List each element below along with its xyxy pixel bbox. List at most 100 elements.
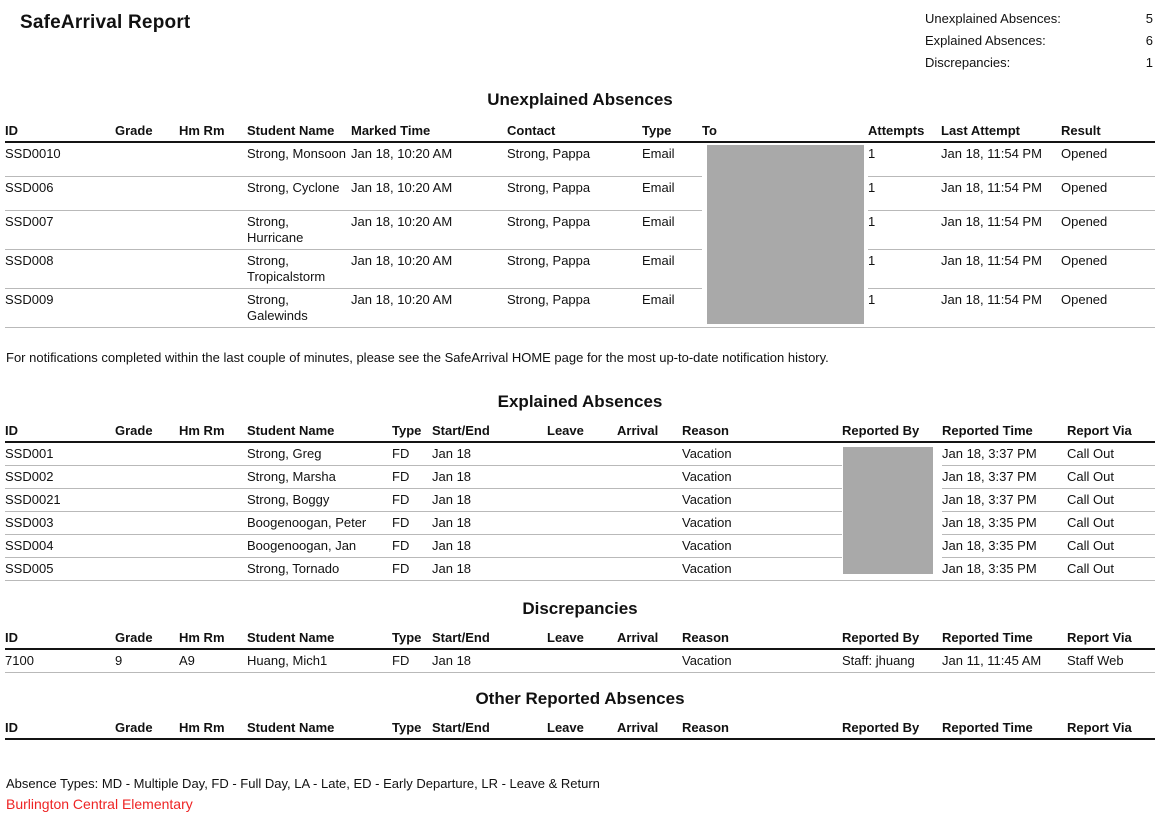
cell-leave bbox=[547, 488, 617, 512]
cell-start-end: Jan 18 bbox=[432, 557, 547, 581]
absence-types-legend: Absence Types: MD - Multiple Day, FD - F… bbox=[6, 775, 600, 791]
table-row: SSD006 Strong, Cyclone Jan 18, 10:20 AM … bbox=[5, 176, 1155, 211]
cell-grade bbox=[115, 488, 179, 512]
cell-hm-rm bbox=[179, 176, 247, 211]
cell-arrival bbox=[617, 488, 682, 512]
cell-type: Email bbox=[642, 210, 702, 250]
report-header: SafeArrival Report Unexplained Absences:… bbox=[5, 8, 1155, 74]
cell-hm-rm bbox=[179, 511, 247, 535]
col-to: To bbox=[702, 120, 868, 143]
cell-student-name: Boogenoogan, Jan bbox=[247, 534, 392, 558]
col-type: Type bbox=[642, 120, 702, 143]
cell-arrival bbox=[617, 648, 682, 673]
cell-report-via: Call Out bbox=[1067, 465, 1155, 489]
col-reason: Reason bbox=[682, 626, 842, 650]
section-title-unexplained: Unexplained Absences bbox=[487, 90, 673, 109]
unexplained-table: ID Grade Hm Rm Student Name Marked Time … bbox=[5, 120, 1155, 328]
table-row: SSD0021 Strong, Boggy FD Jan 18 Vacation… bbox=[5, 488, 1155, 512]
cell-student-name: Strong, Cyclone bbox=[247, 176, 351, 211]
redacted-to-column bbox=[702, 142, 868, 328]
col-marked-time: Marked Time bbox=[351, 120, 507, 143]
cell-id: SSD009 bbox=[5, 288, 115, 328]
page-title: SafeArrival Report bbox=[20, 12, 191, 33]
col-reported-by: Reported By bbox=[842, 626, 942, 650]
cell-reported-time: Jan 18, 3:35 PM bbox=[942, 534, 1067, 558]
cell-type: Email bbox=[642, 176, 702, 211]
col-start-end: Start/End bbox=[432, 716, 547, 740]
table-header-row: ID Grade Hm Rm Student Name Type Start/E… bbox=[5, 419, 1155, 443]
table-row: SSD001 Strong, Greg FD Jan 18 Vacation J… bbox=[5, 441, 1155, 581]
cell-attempts: 1 bbox=[868, 288, 941, 328]
cell-result: Opened bbox=[1061, 249, 1155, 289]
table-header-row: ID Grade Hm Rm Student Name Type Start/E… bbox=[5, 626, 1155, 650]
table-row: SSD004 Boogenoogan, Jan FD Jan 18 Vacati… bbox=[5, 534, 1155, 558]
cell-start-end: Jan 18 bbox=[432, 511, 547, 535]
explained-table: ID Grade Hm Rm Student Name Type Start/E… bbox=[5, 419, 1155, 581]
cell-arrival bbox=[617, 465, 682, 489]
cell-report-via: Call Out bbox=[1067, 488, 1155, 512]
summary-value: 6 bbox=[1145, 33, 1153, 48]
cell-grade bbox=[115, 288, 179, 328]
cell-student-name: Strong, Hurricane bbox=[247, 210, 351, 250]
table-header-row: ID Grade Hm Rm Student Name Marked Time … bbox=[5, 120, 1155, 143]
table-row: SSD0010 Strong, Monsoon Jan 18, 10:20 AM… bbox=[5, 142, 1155, 328]
page-number: Page 1 of 2 bbox=[546, 819, 615, 821]
cell-student-name: Strong, Boggy bbox=[247, 488, 392, 512]
cell-report-via: Call Out bbox=[1067, 557, 1155, 581]
cell-hm-rm bbox=[179, 142, 247, 177]
table-row: SSD005 Strong, Tornado FD Jan 18 Vacatio… bbox=[5, 557, 1155, 581]
col-leave: Leave bbox=[547, 626, 617, 650]
cell-marked-time: Jan 18, 10:20 AM bbox=[351, 176, 507, 211]
cell-attempts: 1 bbox=[868, 249, 941, 289]
col-grade: Grade bbox=[115, 419, 179, 443]
cell-id: SSD007 bbox=[5, 210, 115, 250]
cell-id: SSD008 bbox=[5, 249, 115, 289]
cell-grade bbox=[115, 465, 179, 489]
col-start-end: Start/End bbox=[432, 626, 547, 650]
cell-marked-time: Jan 18, 10:20 AM bbox=[351, 210, 507, 250]
cell-id: SSD003 bbox=[5, 511, 115, 535]
cell-arrival bbox=[617, 557, 682, 581]
summary-row-discrepancies: Discrepancies: 1 bbox=[925, 52, 1153, 74]
section-title-explained: Explained Absences bbox=[497, 391, 663, 411]
cell-leave bbox=[547, 441, 617, 466]
summary-row-unexplained: Unexplained Absences: 5 bbox=[925, 8, 1153, 30]
col-grade: Grade bbox=[115, 120, 179, 143]
cell-type: FD bbox=[392, 557, 432, 581]
redacted-reported-by-column bbox=[842, 441, 942, 581]
col-report-via: Report Via bbox=[1067, 716, 1155, 740]
col-grade: Grade bbox=[115, 626, 179, 650]
col-arrival: Arrival bbox=[617, 626, 682, 650]
cell-contact: Strong, Pappa bbox=[507, 210, 642, 250]
col-start-end: Start/End bbox=[432, 419, 547, 443]
cell-arrival bbox=[617, 441, 682, 466]
cell-type: FD bbox=[392, 465, 432, 489]
cell-leave bbox=[547, 511, 617, 535]
cell-reported-time: Jan 18, 3:35 PM bbox=[942, 557, 1067, 581]
cell-id: SSD005 bbox=[5, 557, 115, 581]
cell-reason: Vacation bbox=[682, 648, 842, 673]
summary-value: 5 bbox=[1145, 11, 1153, 26]
table-row: 7100 9 A9 Huang, Mich1 FD Jan 18 Vacatio… bbox=[5, 648, 1155, 673]
table-row: SSD008 Strong, Tropicalstorm Jan 18, 10:… bbox=[5, 249, 1155, 289]
cell-last-attempt: Jan 18, 11:54 PM bbox=[941, 176, 1061, 211]
cell-report-via: Staff Web bbox=[1067, 648, 1155, 673]
section-title-other-reported: Other Reported Absences bbox=[475, 688, 685, 708]
col-student-name: Student Name bbox=[247, 716, 392, 740]
col-attempts: Attempts bbox=[868, 120, 941, 143]
col-reported-time: Reported Time bbox=[942, 716, 1067, 740]
cell-start-end: Jan 18 bbox=[432, 534, 547, 558]
footer-bottom-row: Page 1 of 2 Jan 18, 2019 4:14 PM bbox=[6, 819, 1155, 821]
cell-student-name: Strong, Marsha bbox=[247, 465, 392, 489]
cell-start-end: Jan 18 bbox=[432, 465, 547, 489]
cell-grade bbox=[115, 441, 179, 466]
cell-type: FD bbox=[392, 534, 432, 558]
col-last-attempt: Last Attempt bbox=[941, 120, 1061, 143]
cell-result: Opened bbox=[1061, 210, 1155, 250]
cell-grade bbox=[115, 511, 179, 535]
cell-hm-rm bbox=[179, 465, 247, 489]
cell-last-attempt: Jan 18, 11:54 PM bbox=[941, 210, 1061, 250]
cell-id: SSD006 bbox=[5, 176, 115, 211]
cell-marked-time: Jan 18, 10:20 AM bbox=[351, 249, 507, 289]
